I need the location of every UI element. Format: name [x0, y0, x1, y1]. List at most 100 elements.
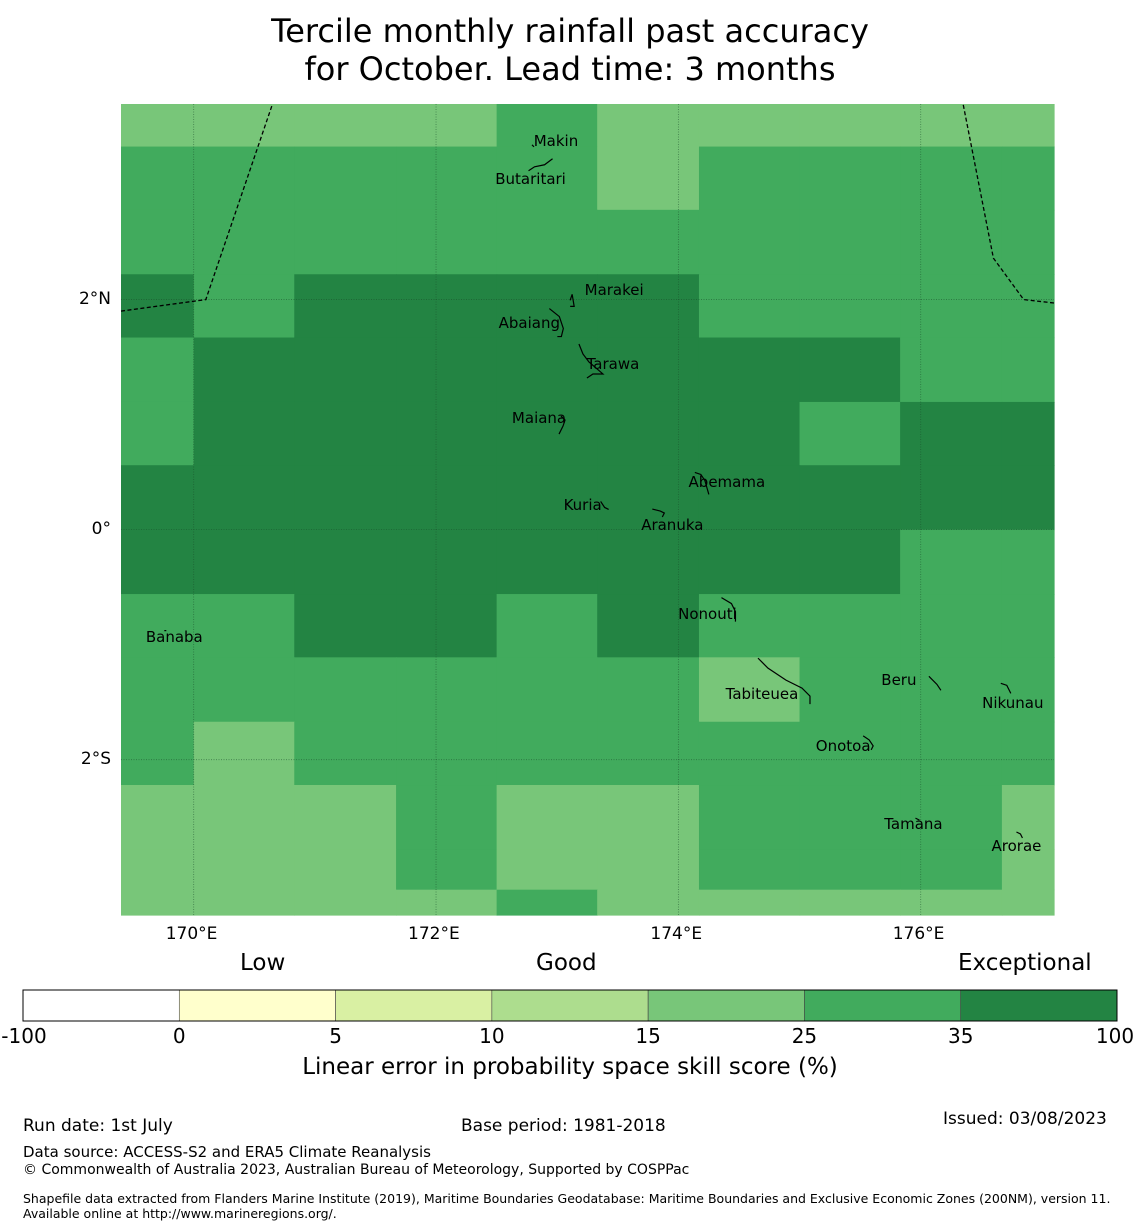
skill-cell [698, 849, 801, 891]
skill-cell [1001, 209, 1055, 275]
skill-cell [396, 889, 498, 916]
skill-cell [597, 146, 700, 211]
skill-cell [294, 209, 397, 275]
skill-cell [396, 785, 498, 851]
skill-cell [698, 337, 801, 403]
skill-cell [396, 849, 498, 891]
island-label: Tabiteuea [725, 685, 799, 704]
skill-cell [597, 274, 700, 339]
x-tick-label: 176°E [892, 924, 945, 944]
island-label: Tarawa [586, 354, 640, 373]
eez-boundaries [120, 103, 1055, 312]
skill-cell [799, 209, 901, 275]
island-label: Kuria [563, 496, 602, 515]
y-tick-label: 0° [91, 518, 111, 539]
skill-cell [597, 529, 700, 595]
island-outline [1016, 831, 1023, 839]
colorbar-label: Linear error in probability space skill … [302, 1054, 838, 1080]
skill-cell [294, 889, 397, 916]
skill-cell [698, 401, 801, 466]
skill-cell [496, 657, 598, 723]
skill-cell [294, 529, 397, 595]
skill-cell [799, 721, 901, 786]
island-label: Butaritari [495, 169, 566, 188]
skill-cell [496, 146, 598, 211]
skill-cell [698, 465, 801, 531]
skill-cell [294, 146, 397, 211]
skill-cell [698, 274, 801, 339]
skill-cell [396, 146, 498, 211]
island-outline [721, 597, 737, 622]
skill-cell [900, 889, 1003, 916]
colorbar-tick-label: 5 [329, 1024, 342, 1048]
skill-cell [496, 849, 598, 891]
skill-cell [396, 657, 498, 723]
skill-cell [597, 785, 700, 851]
skill-cell [294, 337, 397, 403]
skill-cell [698, 657, 801, 723]
skill-cell [1001, 849, 1055, 891]
skill-cell [597, 721, 700, 786]
colorbar [22, 989, 1118, 1022]
skill-cell [799, 849, 901, 891]
skill-cell [1001, 594, 1055, 658]
skill-cell [799, 401, 901, 466]
skill-cell [900, 529, 1003, 595]
colorbar-bin [22, 989, 180, 1022]
x-tick-label: 174°E [650, 924, 703, 944]
colorbar-tick-label: 100 [1095, 1024, 1135, 1048]
island-label: Abaiang [498, 313, 561, 332]
colorbar-bin [960, 989, 1118, 1022]
skill-cells [121, 104, 1055, 916]
skill-cell [396, 594, 498, 658]
skill-cell [294, 104, 397, 148]
island-outline [569, 294, 575, 307]
skill-cell [294, 657, 397, 723]
island-label: Arorae [991, 836, 1042, 855]
skill-cell [121, 104, 195, 148]
copyright-notice: © Commonwealth of Australia 2023, Austra… [23, 1162, 690, 1178]
skill-cell [900, 594, 1003, 658]
colorbar-bin [178, 989, 336, 1022]
skill-cell [698, 785, 801, 851]
x-tick-label: 170°E [165, 924, 218, 944]
skill-cell [900, 465, 1003, 531]
island-outline [528, 158, 553, 172]
skill-cell [193, 889, 295, 916]
island-label: Nonouti [678, 604, 737, 623]
skill-cell [900, 721, 1003, 786]
island-label: Beru [881, 671, 917, 690]
skill-cell [396, 401, 498, 466]
island-outline [757, 657, 811, 705]
colorbar-tick-label: 25 [791, 1024, 818, 1048]
skill-cell [496, 104, 598, 148]
skill-cell [597, 594, 700, 658]
skill-cell [1001, 146, 1055, 211]
skill-cell [496, 274, 598, 339]
y-tick-label: 2°N [78, 288, 111, 309]
skill-cell [193, 465, 295, 531]
colorbar-tick-label: 15 [635, 1024, 661, 1048]
skill-cell [396, 465, 498, 531]
skill-cell [496, 465, 598, 531]
colorbar-category-good: Good [536, 950, 597, 976]
eez-boundary-line [962, 103, 1055, 304]
skill-cell [799, 529, 901, 595]
skill-cell [799, 465, 901, 531]
skill-cell [496, 337, 598, 403]
skill-cell [597, 337, 700, 403]
skill-cell [1001, 529, 1055, 595]
chart-title-line-2: for October. Lead time: 3 months [304, 50, 836, 88]
skill-cell [294, 785, 397, 851]
x-tick-label: 172°E [408, 924, 460, 944]
skill-cell [698, 104, 801, 148]
skill-cell [698, 721, 801, 786]
skill-cell [597, 465, 700, 531]
shapefile-credit: Shapefile data extracted from Flanders M… [23, 1191, 1111, 1221]
skill-cell [193, 529, 295, 595]
colorbar-tick-label: 35 [947, 1024, 974, 1048]
chart-title-line-1: Tercile monthly rainfall past accuracy [271, 12, 869, 50]
skill-cell [799, 594, 901, 658]
skill-cell [799, 146, 901, 211]
